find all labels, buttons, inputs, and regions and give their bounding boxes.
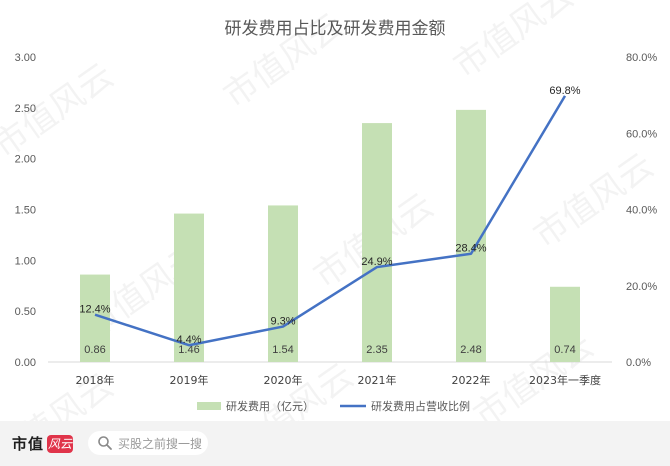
brand-mark: 风云	[47, 434, 74, 453]
search-placeholder: 买股之前搜一搜	[118, 436, 203, 451]
x-tick-label: 2019年	[170, 373, 209, 387]
y-left-tick-label: 1.00	[15, 255, 36, 267]
legend-bar-label: 研发费用（亿元）	[226, 399, 314, 413]
y-left-tick-label: 2.00	[15, 154, 36, 166]
bar-value-label: 1.46	[178, 344, 199, 356]
x-axis-ticks: 2018年 2019年 2020年 2021年 2022年 2023年一季度	[76, 373, 602, 387]
y-right-tick-label: 60.0%	[626, 128, 657, 140]
bar	[268, 205, 298, 362]
line-value-label: 4.4%	[176, 334, 201, 346]
bar-value-label: 0.86	[84, 344, 105, 356]
line-value-label: 69.8%	[549, 85, 580, 97]
line-value-label: 28.4%	[455, 243, 486, 255]
y-left-tick-label: 2.50	[15, 103, 36, 115]
bar-series	[80, 109, 580, 362]
bar	[550, 286, 580, 362]
brand-logo: 市值 风云	[12, 433, 74, 454]
chart-title: 研发费用占比及研发费用金额	[225, 19, 446, 39]
bar-value-label: 0.74	[554, 344, 575, 356]
y-right-tick-label: 20.0%	[626, 281, 657, 293]
line-value-label: 12.4%	[79, 304, 110, 316]
y-right-tick-label: 80.0%	[626, 52, 657, 64]
bar-data-labels: 0.86 1.46 1.54 2.35 2.48 0.74	[84, 344, 575, 356]
y-left-tick-label: 0.00	[15, 357, 36, 369]
search-icon	[97, 435, 113, 451]
x-tick-label: 2023年一季度	[529, 373, 601, 387]
bar	[174, 213, 204, 362]
y-axis-left: 0.00 0.50 1.00 1.50 2.00 2.50 3.00	[15, 52, 36, 369]
y-left-tick-label: 0.50	[15, 306, 36, 318]
line-value-label: 9.3%	[270, 316, 295, 328]
line-value-label: 24.9%	[361, 256, 392, 268]
x-tick-label: 2018年	[76, 373, 115, 387]
y-left-tick-label: 3.00	[15, 52, 36, 64]
legend-bar-swatch	[197, 402, 221, 410]
x-tick-label: 2020年	[264, 373, 303, 387]
bar-value-label: 2.35	[366, 344, 387, 356]
footer-bar: 市值 风云 买股之前搜一搜	[0, 421, 670, 466]
x-tick-label: 2022年	[452, 373, 491, 387]
x-tick-label: 2021年	[358, 373, 397, 387]
y-right-tick-label: 0.0%	[626, 357, 651, 369]
legend-line-label: 研发费用占营收比例	[371, 399, 470, 413]
chart-svg: 市值风云市值风云市值风云市值风云市值风云市值风云市值风云市值风云市值风云 研发费…	[0, 0, 661, 421]
bar-value-label: 1.54	[272, 344, 293, 356]
brand-name: 市值	[12, 435, 45, 453]
line-series	[94, 95, 567, 347]
bar-value-label: 2.48	[460, 344, 481, 356]
line-data-labels: 12.4% 4.4% 9.3% 24.9% 28.4% 69.8%	[79, 85, 580, 346]
search-box[interactable]: 买股之前搜一搜	[88, 431, 208, 455]
y-axis-right: 0.0% 20.0% 40.0% 60.0% 80.0%	[626, 52, 657, 369]
y-left-tick-label: 1.50	[15, 205, 36, 217]
legend: 研发费用（亿元） 研发费用占营收比例	[197, 399, 470, 413]
bar	[362, 123, 392, 362]
y-right-tick-label: 40.0%	[626, 205, 657, 217]
